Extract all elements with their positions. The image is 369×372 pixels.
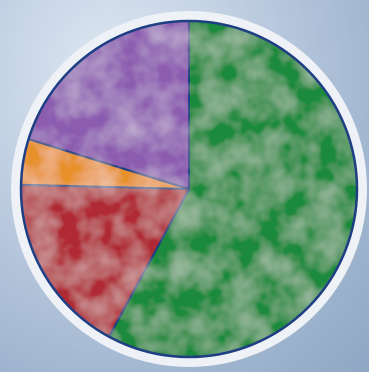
- pie-slices: [20, 20, 358, 358]
- pie-outline: [19, 19, 359, 359]
